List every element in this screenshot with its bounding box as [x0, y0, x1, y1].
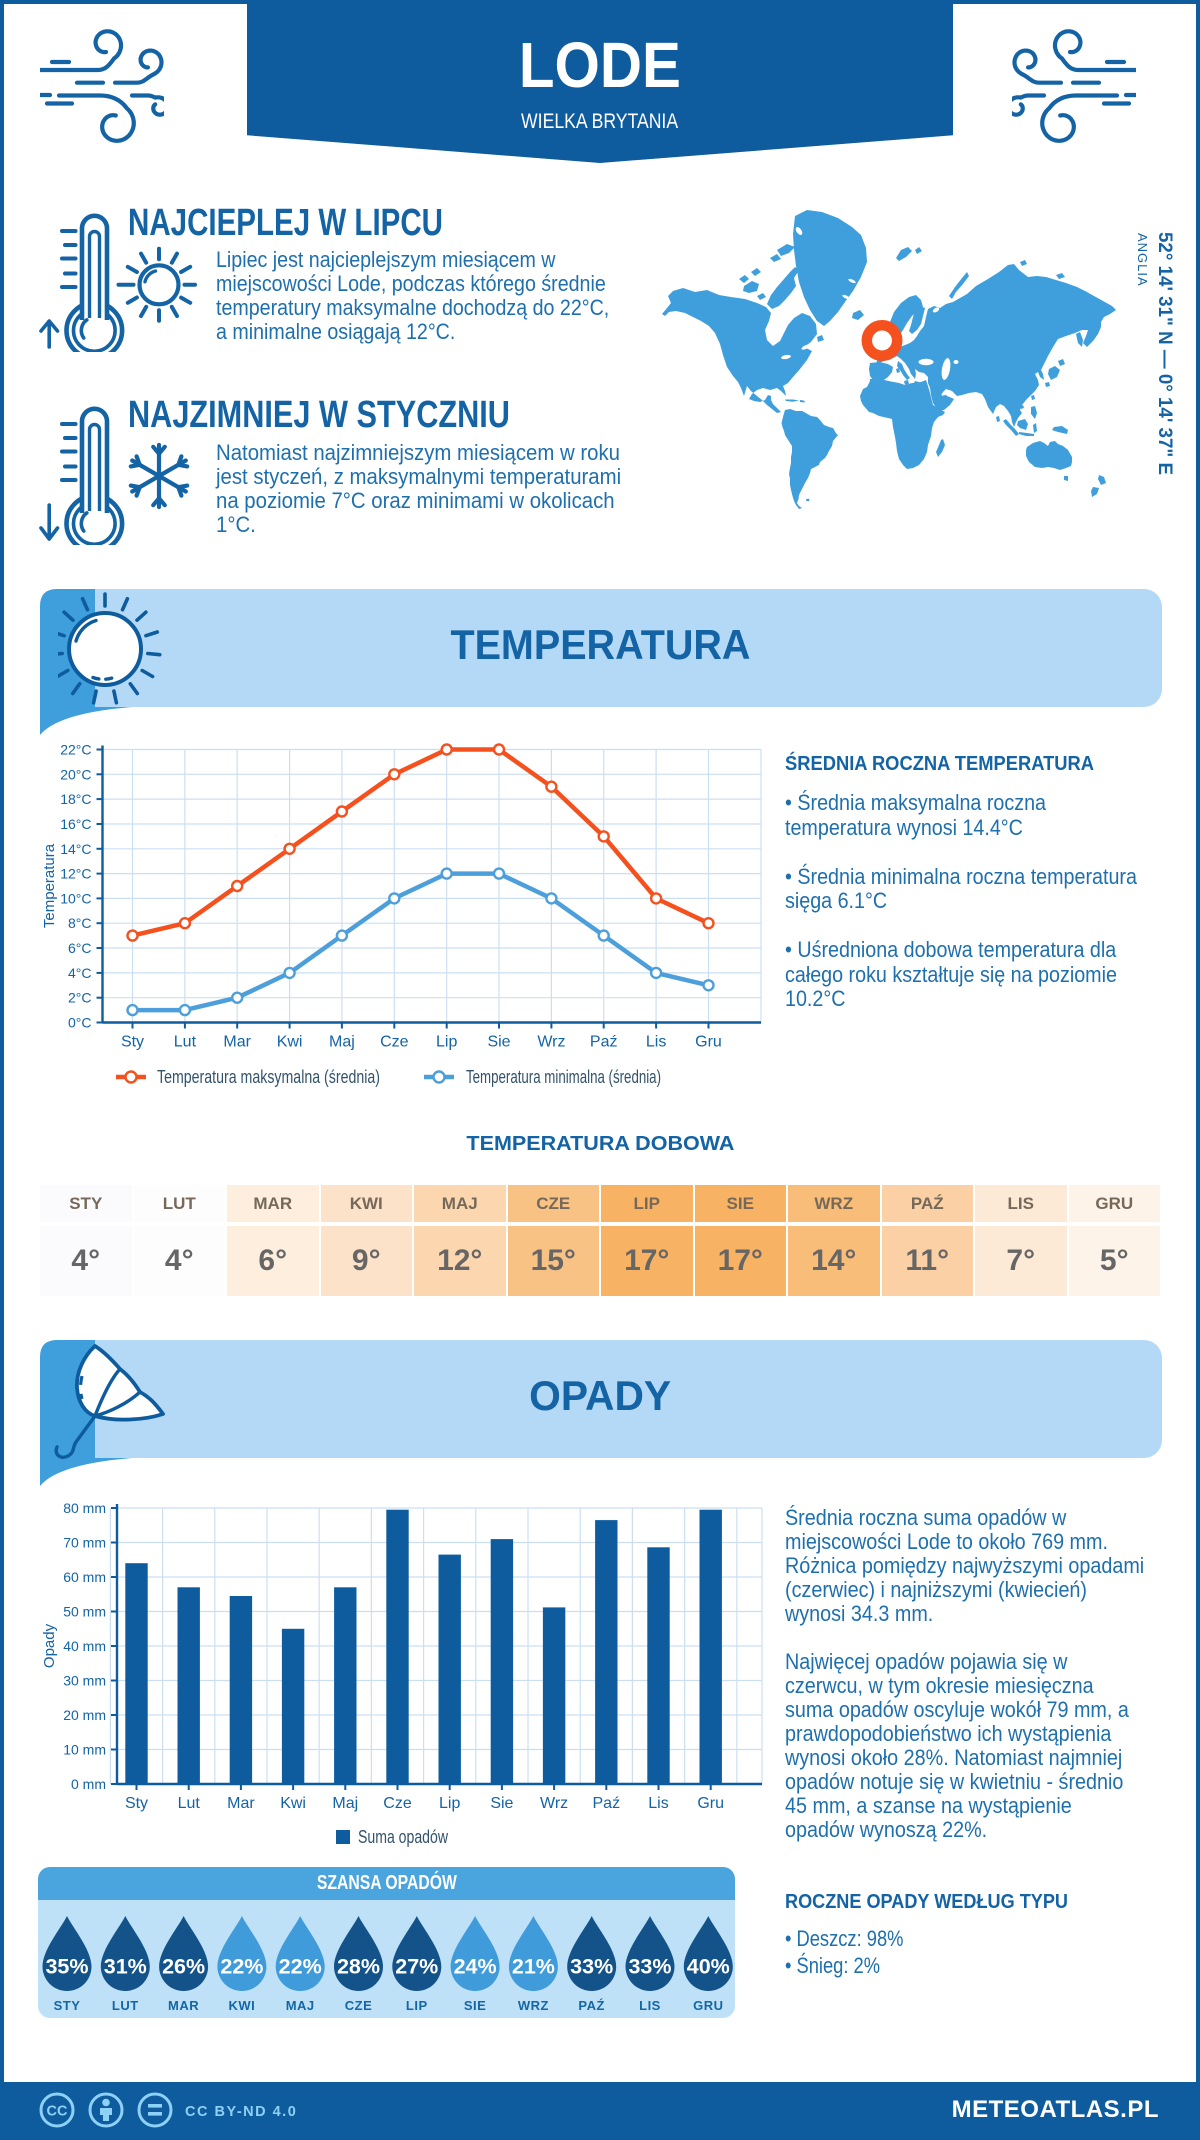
- svg-text:Lut: Lut: [174, 1034, 197, 1051]
- svg-text:Lip: Lip: [439, 1795, 460, 1812]
- svg-text:Gru: Gru: [695, 1034, 722, 1051]
- svg-text:Gru: Gru: [697, 1795, 724, 1812]
- svg-text:21%: 21%: [512, 1955, 555, 1979]
- svg-text:70 mm: 70 mm: [63, 1535, 106, 1551]
- svg-text:Cze: Cze: [383, 1795, 412, 1812]
- svg-text:14°C: 14°C: [60, 841, 91, 857]
- svg-text:22%: 22%: [220, 1955, 263, 1979]
- svg-text:Temperatura: Temperatura: [41, 843, 58, 928]
- svg-text:Opady: Opady: [41, 1623, 58, 1668]
- svg-text:30 mm: 30 mm: [63, 1673, 106, 1689]
- svg-text:CC BY-ND 4.0: CC BY-ND 4.0: [185, 2104, 297, 2120]
- svg-text:Lis: Lis: [646, 1034, 666, 1051]
- svg-text:12°C: 12°C: [60, 866, 91, 882]
- svg-text:CZE: CZE: [345, 1998, 373, 2013]
- svg-text:26%: 26%: [162, 1955, 205, 1979]
- svg-text:6°C: 6°C: [68, 940, 92, 956]
- svg-text:80 mm: 80 mm: [63, 1500, 106, 1516]
- svg-text:0 mm: 0 mm: [71, 1776, 106, 1792]
- svg-text:24%: 24%: [454, 1955, 497, 1979]
- svg-text:33%: 33%: [628, 1955, 671, 1979]
- svg-text:16°C: 16°C: [60, 816, 91, 832]
- svg-text:MAR: MAR: [168, 1998, 199, 2013]
- svg-text:8°C: 8°C: [68, 915, 92, 931]
- svg-text:Sty: Sty: [121, 1034, 144, 1051]
- svg-text:27%: 27%: [395, 1955, 438, 1979]
- svg-text:0°C: 0°C: [68, 1015, 92, 1031]
- svg-text:28%: 28%: [337, 1955, 380, 1979]
- svg-text:20°C: 20°C: [60, 766, 91, 782]
- svg-text:10°C: 10°C: [60, 890, 91, 906]
- svg-text:LUT: LUT: [112, 1998, 139, 2013]
- svg-text:Maj: Maj: [332, 1795, 358, 1812]
- svg-text:35%: 35%: [45, 1955, 88, 1979]
- svg-text:Mar: Mar: [227, 1795, 255, 1812]
- svg-text:LIS: LIS: [639, 1998, 661, 2013]
- svg-text:Kwi: Kwi: [277, 1034, 303, 1051]
- svg-text:Lip: Lip: [436, 1034, 457, 1051]
- svg-text:LIP: LIP: [406, 1998, 428, 2013]
- svg-text:Mar: Mar: [223, 1034, 251, 1051]
- svg-text:18°C: 18°C: [60, 791, 91, 807]
- svg-text:Kwi: Kwi: [280, 1795, 306, 1812]
- svg-text:22%: 22%: [279, 1955, 322, 1979]
- svg-text:Sty: Sty: [125, 1795, 148, 1812]
- svg-text:4°C: 4°C: [68, 965, 92, 981]
- svg-text:40 mm: 40 mm: [63, 1638, 106, 1654]
- svg-text:SIE: SIE: [464, 1998, 486, 2013]
- svg-text:Temperatura maksymalna (średni: Temperatura maksymalna (średnia): [157, 1067, 380, 1087]
- svg-text:WRZ: WRZ: [518, 1998, 549, 2013]
- svg-text:Sie: Sie: [487, 1034, 510, 1051]
- svg-text:PAŹ: PAŹ: [578, 1998, 605, 2013]
- svg-text:STY: STY: [54, 1998, 81, 2013]
- svg-text:Temperatura minimalna (średnia: Temperatura minimalna (średnia): [466, 1067, 661, 1087]
- svg-text:Lut: Lut: [178, 1795, 201, 1812]
- svg-text:CC: CC: [47, 2104, 68, 2120]
- svg-text:Wrz: Wrz: [537, 1034, 565, 1051]
- svg-text:31%: 31%: [104, 1955, 147, 1979]
- svg-text:Cze: Cze: [380, 1034, 409, 1051]
- svg-text:Paź: Paź: [590, 1034, 618, 1051]
- svg-text:10 mm: 10 mm: [63, 1742, 106, 1758]
- svg-text:Lis: Lis: [648, 1795, 668, 1812]
- svg-text:Maj: Maj: [329, 1034, 355, 1051]
- svg-text:Paź: Paź: [593, 1795, 621, 1812]
- svg-text:Wrz: Wrz: [540, 1795, 568, 1812]
- svg-text:60 mm: 60 mm: [63, 1569, 106, 1585]
- svg-text:22°C: 22°C: [60, 742, 91, 758]
- svg-text:33%: 33%: [570, 1955, 613, 1979]
- svg-text:2°C: 2°C: [68, 990, 92, 1006]
- svg-text:20 mm: 20 mm: [63, 1707, 106, 1723]
- svg-text:50 mm: 50 mm: [63, 1604, 106, 1620]
- svg-text:GRU: GRU: [693, 1998, 723, 2013]
- svg-text:Suma opadów: Suma opadów: [358, 1827, 449, 1847]
- svg-text:40%: 40%: [687, 1955, 730, 1979]
- svg-text:MAJ: MAJ: [286, 1998, 315, 2013]
- svg-text:Sie: Sie: [490, 1795, 513, 1812]
- svg-text:KWI: KWI: [229, 1998, 256, 2013]
